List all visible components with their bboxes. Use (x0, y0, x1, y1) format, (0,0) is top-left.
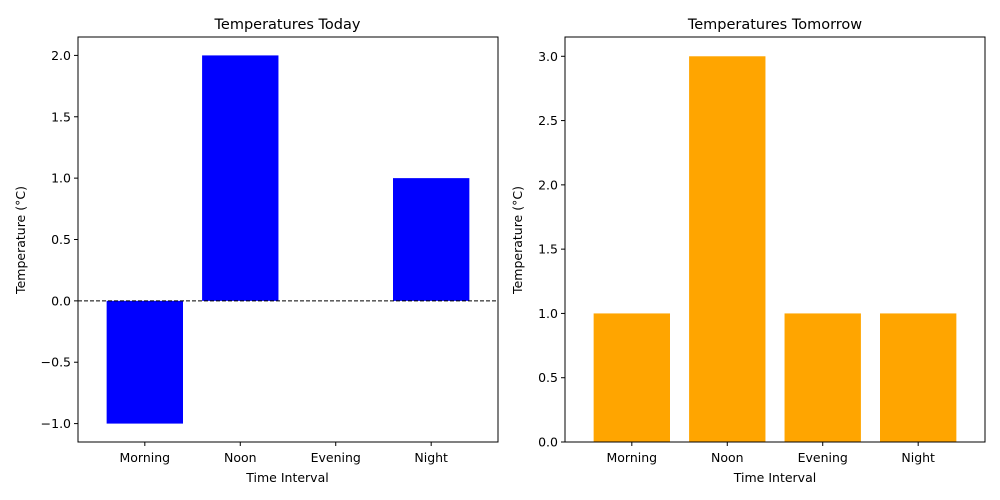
y-tick-label: 1.0 (51, 171, 71, 186)
x-axis-label: Time Interval (245, 470, 328, 485)
y-tick-label: −1.0 (41, 416, 71, 431)
chart-title: Temperatures Tomorrow (687, 17, 862, 33)
y-tick-label: 2.5 (538, 113, 558, 128)
chart-title: Temperatures Today (214, 17, 361, 33)
x-tick-label: Night (414, 450, 448, 465)
x-tick-label: Night (901, 450, 935, 465)
y-tick-label: −0.5 (41, 355, 71, 370)
y-tick-label: 0.0 (51, 293, 71, 308)
bar-night (393, 178, 470, 301)
y-axis-label: Temperature (°C) (510, 186, 525, 295)
y-tick-label: 2.0 (538, 177, 558, 192)
plot-area: −1.0 −0.5 0.0 0.5 1.0 1.5 2.0 Morning Noon Evenin… (41, 36, 499, 465)
y-tick-label: 0.5 (51, 232, 71, 247)
y-tick-label: 1.5 (51, 109, 71, 124)
x-tick-label: Noon (711, 450, 744, 465)
chart-temperatures-today: Temperatures Today Time Interval Tempera… (13, 17, 499, 485)
x-tick-label: Evening (798, 450, 848, 465)
x-tick-label: Morning (120, 450, 171, 465)
y-tick-label: 3.0 (538, 49, 558, 64)
y-tick-label: 0.0 (538, 435, 558, 450)
y-axis-label: Temperature (°C) (13, 186, 28, 295)
x-tick-label: Evening (311, 450, 361, 465)
bar-noon (202, 55, 279, 301)
x-tick-label: Noon (224, 450, 257, 465)
y-tick-label: 2.0 (51, 48, 71, 63)
y-tick-label: 0.5 (538, 370, 558, 385)
bar-morning (106, 300, 183, 424)
bar-evening (784, 313, 861, 442)
bar-morning (593, 313, 670, 442)
x-tick-label: Morning (607, 450, 658, 465)
plot-frame (564, 36, 986, 443)
chart-temperatures-tomorrow: Temperatures Tomorrow Time Interval Temp… (510, 17, 986, 485)
y-tick-label: 1.0 (538, 306, 558, 321)
plot-area: 0.0 0.5 1.0 1.5 2.0 2.5 3.0 Morning Noon Evening N… (538, 36, 986, 465)
bar-noon (689, 56, 766, 443)
x-axis-label: Time Interval (733, 470, 816, 485)
y-tick-label: 1.5 (538, 242, 558, 257)
bar-night (880, 313, 957, 442)
